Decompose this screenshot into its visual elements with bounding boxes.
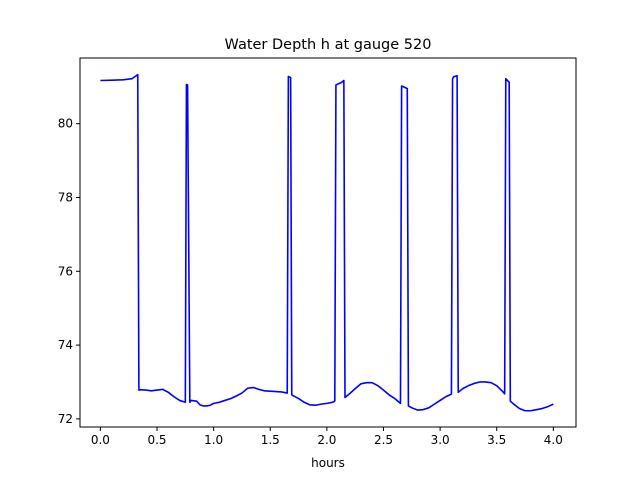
plot-frame [79,57,577,428]
x-axis-label: hours [311,456,345,470]
y-tick-label: 80 [58,117,73,131]
x-tick-label: 0.5 [147,433,166,447]
y-tick-label: 74 [58,338,73,352]
y-tick-label: 76 [58,264,73,278]
x-axis: 0.0 0.5 1.0 1.5 2.0 2.5 3.0 3.5 4.0 [91,427,563,447]
x-tick-label: 1.0 [204,433,223,447]
x-tick-label: 4.0 [544,433,563,447]
x-tick-label: 2.5 [374,433,393,447]
x-tick-label: 1.5 [261,433,280,447]
chart-title: Water Depth h at gauge 520 [225,37,432,53]
x-tick-label: 0.0 [91,433,110,447]
x-tick-label: 2.0 [317,433,336,447]
y-axis: 72 74 76 78 80 [58,117,80,426]
x-tick-label: 3.0 [431,433,450,447]
x-tick-label: 3.5 [487,433,506,447]
series-line-1 [100,73,554,412]
y-tick-label: 78 [58,190,73,204]
plot-area [100,73,554,412]
y-tick-label: 72 [58,412,73,426]
